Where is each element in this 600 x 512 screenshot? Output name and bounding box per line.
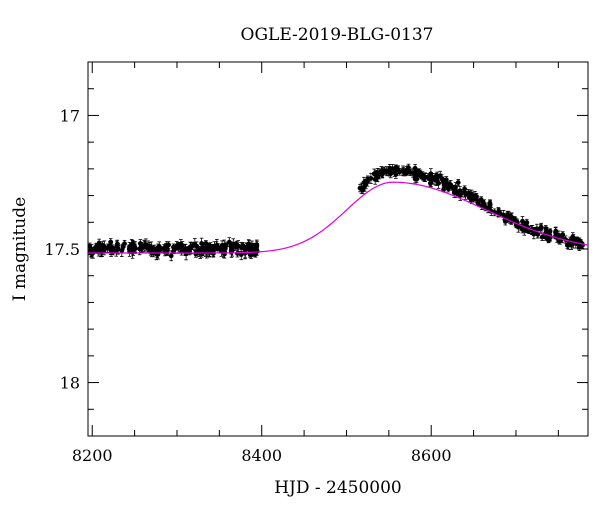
data-point [553, 227, 558, 238]
data-point [361, 183, 367, 192]
data-point [234, 243, 240, 251]
y-tick-label: 17.5 [44, 240, 80, 259]
data-points [88, 163, 585, 262]
data-point [228, 245, 234, 255]
y-axis-ticks [88, 61, 588, 437]
data-point [163, 246, 169, 255]
data-point [207, 247, 212, 258]
data-point [98, 244, 104, 251]
data-point [538, 222, 544, 232]
data-point [148, 241, 154, 255]
data-point [249, 240, 255, 250]
data-point [223, 242, 228, 251]
data-point [543, 225, 549, 232]
y-tick-labels: 17 17.5 18 [44, 106, 80, 392]
data-point [189, 241, 195, 250]
x-tick-label: 8200 [72, 446, 113, 465]
model-curve [88, 181, 588, 254]
data-point [479, 200, 485, 210]
data-point [235, 249, 240, 258]
data-point [405, 167, 411, 176]
x-tick-label: 8400 [241, 446, 282, 465]
data-point [120, 243, 126, 251]
data-point [463, 188, 469, 200]
data-point [368, 172, 374, 184]
data-point [357, 184, 363, 193]
data-point [105, 243, 110, 253]
x-tick-label: 8600 [411, 446, 452, 465]
data-point [240, 241, 246, 249]
data-point [496, 209, 502, 215]
data-point [487, 200, 493, 210]
data-point [560, 231, 566, 238]
x-axis-ticks [91, 62, 559, 436]
data-point [393, 170, 399, 179]
data-point [434, 171, 440, 180]
data-point [387, 167, 393, 177]
data-point [194, 241, 200, 251]
data-point [426, 173, 432, 181]
x-tick-labels: 8200 8400 8600 [72, 446, 452, 465]
data-point [176, 242, 181, 251]
data-point [502, 217, 508, 226]
data-point [448, 180, 454, 190]
y-tick-label: 18 [60, 374, 80, 393]
data-point [412, 171, 417, 179]
data-point [379, 170, 385, 178]
data-point [206, 242, 212, 250]
y-axis-label: I magnitude [10, 197, 30, 301]
y-tick-label: 17 [60, 106, 80, 125]
data-point [375, 172, 381, 183]
x-axis-label: HJD - 2450000 [274, 478, 402, 498]
data-point [238, 249, 244, 261]
data-point [108, 238, 114, 246]
data-point [472, 191, 478, 201]
data-point [139, 241, 145, 253]
data-point [441, 178, 447, 184]
data-point [127, 241, 132, 252]
data-point [430, 173, 435, 185]
chart-title: OGLE-2019-BLG-0137 [241, 25, 434, 45]
data-point [115, 243, 121, 255]
data-point [457, 186, 463, 196]
